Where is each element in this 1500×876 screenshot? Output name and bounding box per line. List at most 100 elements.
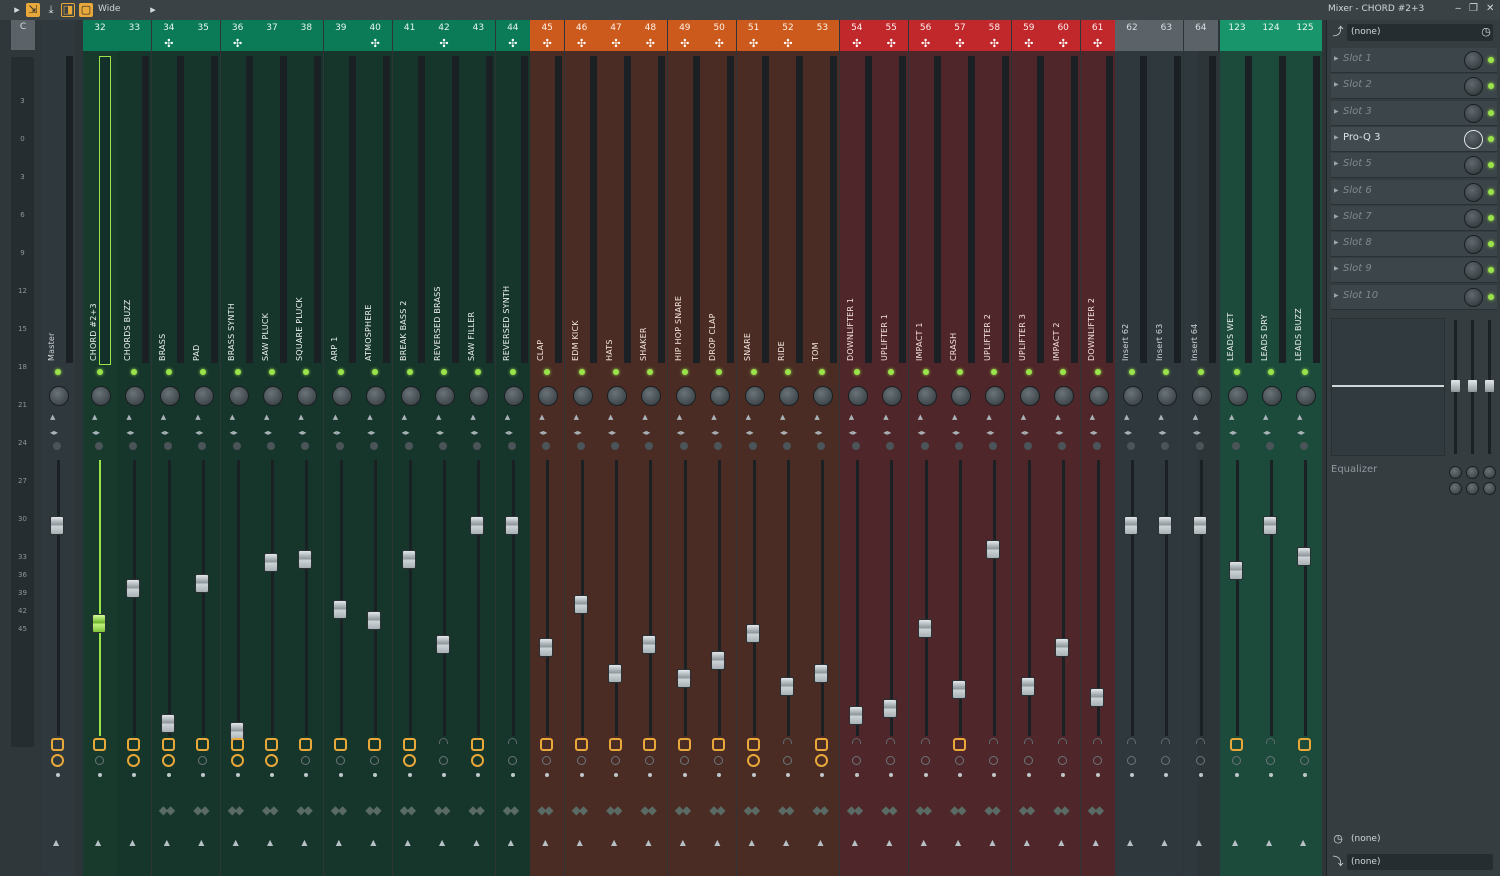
pan-knob[interactable] [779,386,799,406]
fx-toggle-icon[interactable] [712,738,726,751]
volume-fader[interactable] [264,552,278,572]
swap-arrows-icon[interactable]: ◂▸ [126,428,135,437]
slot-enable-led[interactable] [1488,135,1494,142]
swap-arrows-icon[interactable]: ◂▸ [780,428,789,437]
view-mode-icon[interactable]: ▢ [79,3,93,17]
stereo-separation-knob[interactable] [95,442,103,450]
route-dot[interactable] [820,773,825,777]
mixer-strip[interactable]: 125 LEADS BUZZ ▲ ◂▸ ▲ [1288,20,1322,876]
slot-label[interactable]: Slot 7 [1343,210,1372,222]
send-arrow-icon[interactable]: ▲ [611,838,618,847]
up-down-arrows-icon[interactable]: ▲ [539,413,546,421]
stereo-separation-knob[interactable] [1232,442,1240,450]
route-dot[interactable] [373,773,378,777]
record-arm-icon[interactable] [301,756,311,765]
fx-toggle-icon[interactable] [230,738,244,751]
stereo-separation-knob[interactable] [783,442,791,450]
slot-label[interactable]: Slot 2 [1343,79,1372,91]
slot-enable-led[interactable] [1488,57,1494,63]
fx-toggle-icon[interactable] [815,738,829,751]
enable-led[interactable] [1094,369,1101,375]
volume-fader[interactable] [1089,687,1104,707]
enable-led[interactable] [819,369,826,375]
up-down-arrows-icon[interactable]: ▲ [1020,413,1028,421]
pan-knob[interactable] [159,386,180,406]
mixer-strip[interactable]: 58 ✣ UPLIFTER 2 ▲ ◂▸ ◆◆ ▲ [977,20,1012,876]
swap-arrows-icon[interactable]: ◂▸ [883,428,892,437]
strip-number[interactable]: 50 [702,20,737,36]
stereo-separation-knob[interactable] [1127,442,1135,450]
send-arrow-icon[interactable]: ▲ [783,838,790,847]
strip-number[interactable]: 48 [633,20,668,36]
route-dot[interactable] [1061,773,1066,777]
swap-arrows-icon[interactable]: ◂▸ [1263,428,1272,437]
strip-name[interactable]: Master [47,332,56,361]
strip-name[interactable]: CHORD #2+3 [89,303,98,361]
send-arrow-icon[interactable]: ▲ [1266,838,1273,847]
strip-number[interactable]: 42 [427,20,461,36]
route-dot[interactable] [717,773,722,777]
strip-name[interactable]: DROP CLAP [708,313,718,361]
mixer-strip[interactable]: 64 Insert 64 ▲ ◂▸ ▲ [1183,20,1218,876]
pan-knob[interactable] [1123,386,1143,406]
stereo-separation-knob[interactable] [507,442,516,450]
enable-led[interactable] [303,369,310,375]
fx-off-icon[interactable] [884,738,897,751]
send-arrow-icon[interactable]: ▲ [920,838,927,847]
stereo-separation-knob[interactable] [1300,442,1308,450]
mixer-strip[interactable]: 61 ✣ DOWNLIFTER 2 ▲ ◂▸ ◆◆ ▲ [1080,20,1115,876]
mixer-strip[interactable]: 49 ✣ HIP HOP SNARE ▲ ◂▸ ◆◆ ▲ [667,20,702,876]
strip-number[interactable]: 64 [1183,20,1218,36]
up-down-arrows-icon[interactable]: ▲ [160,413,168,421]
fx-off-icon[interactable] [1159,738,1172,751]
slot-mix-knob[interactable] [1464,261,1483,281]
send-arrow-icon[interactable]: ▲ [163,838,170,847]
pan-knob[interactable] [1191,386,1212,406]
slot-arrow-icon[interactable]: ▶ [1334,186,1339,194]
enable-led[interactable] [716,369,723,375]
mixer-strip[interactable]: 43 SAW FILLER ▲ ◂▸ ◆◆ ▲ [461,20,496,876]
strip-name[interactable]: DOWNLIFTER 2 [1086,297,1096,361]
volume-fader[interactable] [92,613,106,633]
fx-toggle-icon[interactable] [609,738,622,751]
enable-led[interactable] [991,369,998,375]
stereo-separation-knob[interactable] [989,442,998,450]
volume-fader[interactable] [986,539,1001,559]
up-down-arrows-icon[interactable]: ▲ [264,413,271,421]
volume-fader[interactable] [367,611,382,631]
pan-knob[interactable] [1054,386,1075,406]
strip-number[interactable]: 35 [186,20,221,36]
pan-knob[interactable] [435,386,455,406]
record-arm-icon[interactable] [127,754,141,767]
pan-knob[interactable] [813,386,834,406]
latency-clock-icon[interactable]: ◷ [1481,25,1491,38]
strip-number[interactable]: 38 [289,20,324,36]
strip-number[interactable]: 41 [392,20,427,36]
slot-mix-knob[interactable] [1464,51,1483,70]
record-arm-icon[interactable] [645,756,655,765]
fx-toggle-icon[interactable] [368,738,382,751]
stereo-separation-knob[interactable] [53,442,61,450]
record-arm-icon[interactable] [1127,756,1136,765]
swap-arrows-icon[interactable]: ◂▸ [745,428,754,437]
send-arrow-icon[interactable]: ▲ [679,838,686,847]
up-down-arrows-icon[interactable]: ▲ [1297,413,1304,421]
swap-arrows-icon[interactable]: ◂▸ [401,428,410,437]
swap-arrows-icon[interactable]: ◂▸ [332,428,341,437]
volume-fader[interactable] [1297,547,1311,567]
record-arm-icon[interactable] [161,754,175,767]
pan-knob[interactable] [331,386,352,406]
route-dot[interactable] [304,773,309,777]
mixer-strip[interactable]: 47 ✣ HATS ▲ ◂▸ ◆◆ ▲ [599,20,633,876]
mixer-strip[interactable]: 123 LEADS WET ▲ ◂▸ ▲ [1220,20,1254,876]
slot-label[interactable]: Slot 3 [1343,105,1372,117]
fx-toggle-icon[interactable] [93,738,106,751]
strip-name[interactable]: HATS [605,339,614,361]
record-arm-icon[interactable] [989,756,999,765]
strip-number[interactable] [41,20,75,36]
swap-arrows-icon[interactable]: ◂▸ [1055,428,1064,437]
enable-led[interactable] [888,369,895,375]
mixer-strip[interactable]: 46 ✣ EDM KICK ▲ ◂▸ ◆◆ ▲ [564,20,599,876]
enable-led[interactable] [1197,369,1204,375]
slot-enable-led[interactable] [1488,162,1494,169]
